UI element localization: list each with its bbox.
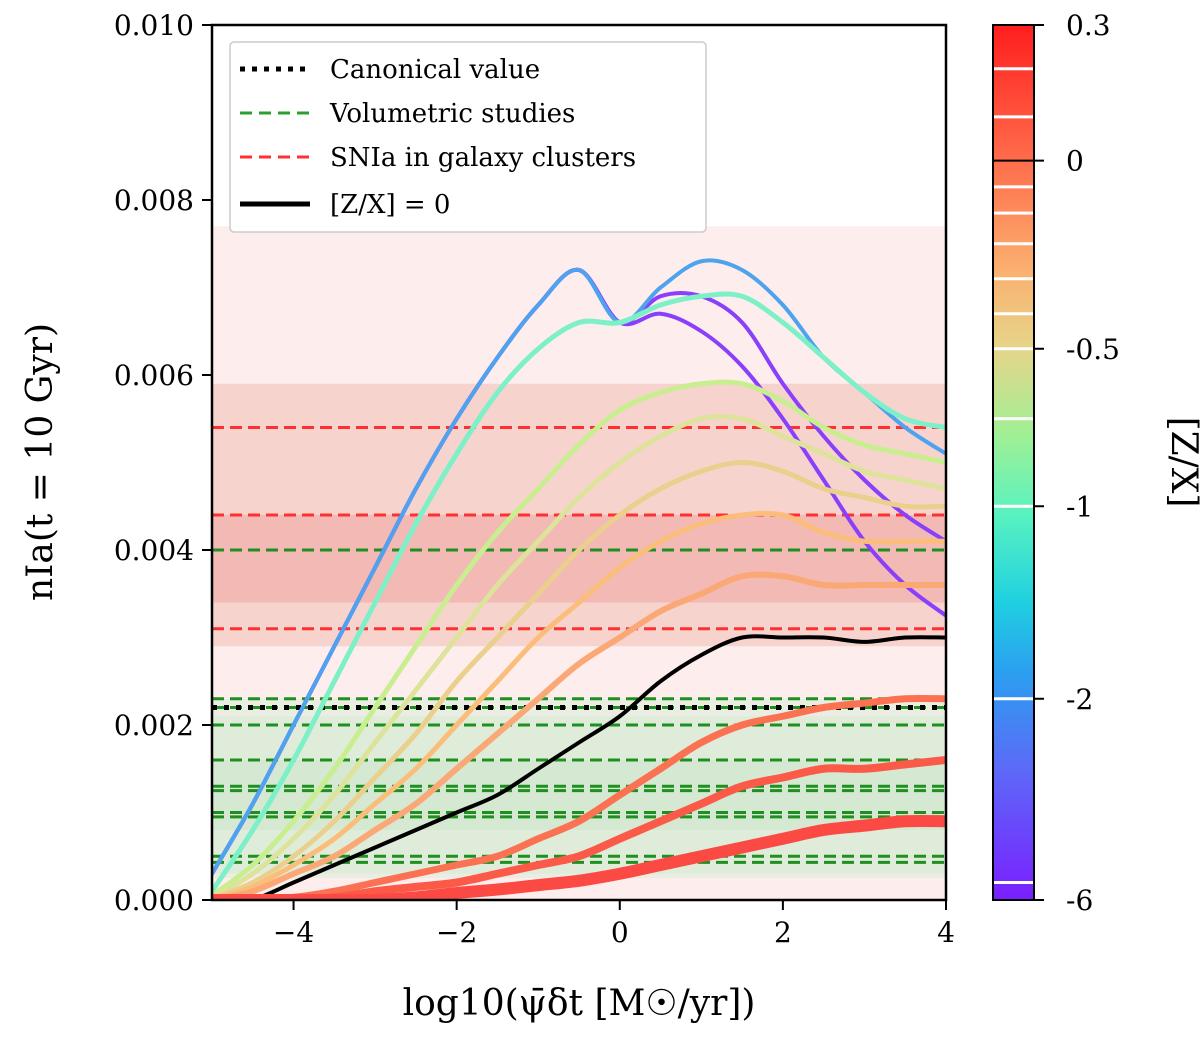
legend-label-solar: [Z/X] = 0 bbox=[330, 190, 450, 220]
series-line bbox=[212, 414, 946, 900]
colorbar-tick-label: -2 bbox=[1066, 683, 1093, 716]
x-axis: −4 −2 0 2 4 bbox=[273, 900, 955, 949]
y-axis-title: nIa(t = 10 Gyr) bbox=[20, 323, 61, 601]
x-tick-label: 2 bbox=[774, 916, 792, 949]
legend-label-clusters: SNIa in galaxy clusters bbox=[330, 143, 636, 173]
y-tick-label: 0.010 bbox=[114, 9, 194, 42]
series-line bbox=[212, 571, 946, 900]
y-tick-label: 0.004 bbox=[114, 534, 194, 567]
x-tick-label: 0 bbox=[611, 916, 629, 949]
colorbar-ticks: 0.3 0 -0.5 -1 -2 -6 bbox=[993, 9, 1120, 917]
colorbar-title: [Z/X] bbox=[1163, 417, 1200, 508]
series-line bbox=[212, 694, 946, 900]
colorbar: 0.3 0 -0.5 -1 -2 -6 [Z/X] bbox=[992, 9, 1200, 917]
band-cluster-core bbox=[212, 515, 946, 603]
legend-box bbox=[229, 41, 707, 233]
colorbar-tick-label: -0.5 bbox=[1066, 333, 1120, 366]
legend-label-canonical: Canonical value bbox=[330, 55, 540, 85]
series-line bbox=[212, 291, 946, 894]
x-tick-label: −2 bbox=[436, 916, 477, 949]
legend-label-volumetric: Volumetric studies bbox=[329, 99, 575, 129]
series-line bbox=[212, 510, 946, 900]
reference-lines bbox=[212, 426, 946, 864]
colorbar-tick-label: -1 bbox=[1066, 490, 1093, 523]
colorbar-minor-ticks bbox=[994, 67, 1033, 884]
y-tick-label: 0.006 bbox=[114, 359, 194, 392]
x-tick-label: −4 bbox=[273, 916, 314, 949]
series-lines bbox=[212, 258, 946, 900]
colorbar-gradient bbox=[992, 24, 1035, 901]
series-line bbox=[212, 379, 946, 899]
legend: Canonical value Volumetric studies SNIa … bbox=[229, 41, 707, 233]
band-volumetric-wide bbox=[212, 698, 946, 879]
x-tick-label: 4 bbox=[937, 916, 955, 949]
uncertainty-bands bbox=[212, 226, 946, 900]
y-tick-label: 0.000 bbox=[114, 884, 194, 917]
series-line bbox=[212, 814, 946, 900]
colorbar-tick-label: 0.3 bbox=[1066, 9, 1111, 42]
series-line bbox=[245, 634, 946, 900]
colorbar-tick-label: -6 bbox=[1066, 884, 1093, 917]
y-axis: 0.000 0.002 0.004 0.006 0.008 0.010 bbox=[114, 9, 212, 917]
colorbar-tick-label: 0 bbox=[1066, 145, 1084, 178]
series-line bbox=[212, 460, 946, 900]
y-tick-label: 0.008 bbox=[114, 184, 194, 217]
plot-frame bbox=[210, 23, 948, 902]
y-tick-label: 0.002 bbox=[114, 709, 194, 742]
x-axis-title: log10(ψ̄δt [M☉/yr]) bbox=[403, 983, 756, 1024]
